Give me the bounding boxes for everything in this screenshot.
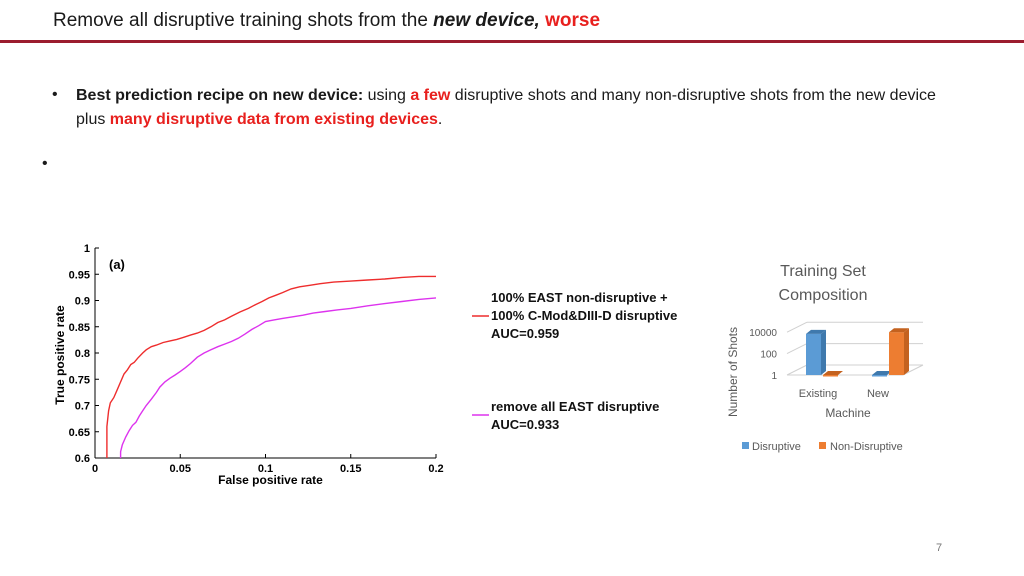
roc-y-tick-label: 0.9 bbox=[75, 296, 90, 308]
bullet-1-red-a: a few bbox=[410, 87, 451, 104]
legend-red-text: 100% EAST non-disruptive + 100% C-Mod&DI… bbox=[491, 289, 677, 343]
bar-grid-diag bbox=[786, 321, 808, 333]
bar-side-2-series-2 bbox=[904, 328, 909, 375]
roc-x-tick-label: 0.1 bbox=[258, 463, 273, 475]
legend-magenta-text: remove all EAST disruptive AUC=0.933 bbox=[491, 398, 659, 434]
roc-panel-label: (a) bbox=[109, 257, 125, 272]
legend-magenta-line-1: remove all EAST disruptive bbox=[491, 399, 660, 414]
bar-side-2-series-1 bbox=[887, 371, 892, 375]
bar-top-2-series-1 bbox=[872, 371, 892, 375]
roc-x-tick-label: 0.2 bbox=[428, 463, 443, 475]
roc-y-tick-label: 1 bbox=[84, 243, 90, 255]
bullet-marker-1: • bbox=[52, 86, 58, 103]
legend-red-line-3: AUC=0.959 bbox=[491, 326, 560, 341]
bar-top-1-series-1 bbox=[806, 329, 826, 334]
bullet-1-text-a: using bbox=[363, 87, 411, 104]
bar-y-tick-label: 1 bbox=[771, 371, 777, 382]
bar-grid-diag bbox=[786, 343, 808, 355]
roc-x-tick-label: 0.05 bbox=[170, 463, 191, 475]
legend-magenta-line-2: AUC=0.933 bbox=[491, 417, 560, 432]
roc-x-axis-label: False positive rate bbox=[218, 473, 323, 487]
roc-y-tick-label: 0.8 bbox=[75, 348, 90, 360]
roc-y-tick-label: 0.6 bbox=[75, 453, 90, 465]
roc-y-tick-label: 0.75 bbox=[69, 374, 90, 386]
bullet-1-red-b: many disruptive data from existing devic… bbox=[109, 111, 438, 128]
bar-top-1-series-2 bbox=[823, 371, 843, 375]
legend-red-line-1: 100% EAST non-disruptive + bbox=[491, 290, 668, 305]
bar-side-1-series-2 bbox=[838, 371, 843, 375]
bar-2-series-2 bbox=[889, 332, 904, 375]
bar-top-2-series-2 bbox=[889, 328, 909, 333]
roc-series-line-2 bbox=[119, 297, 437, 458]
title-red: worse bbox=[539, 10, 601, 31]
roc-x-tick-label: 0 bbox=[92, 463, 98, 475]
title-divider bbox=[0, 40, 1024, 43]
roc-y-axis-label: True positive rate bbox=[53, 305, 67, 405]
legend-non-disruptive-label: Non-Disruptive bbox=[830, 441, 903, 453]
bar-chart-title-line-2: Composition bbox=[779, 287, 868, 304]
roc-y-tick-label: 0.85 bbox=[69, 322, 90, 334]
bar-floor-side bbox=[902, 364, 924, 376]
bar-side-1-series-1 bbox=[821, 329, 826, 375]
roc-y-tick-label: 0.7 bbox=[75, 401, 90, 413]
bullet-1: Best prediction recipe on new device: us… bbox=[76, 84, 936, 132]
bullet-1-text-c: . bbox=[437, 111, 443, 128]
bar-chart-title-line-1: Training Set bbox=[780, 263, 866, 280]
bar-y-axis-label: Number of Shots bbox=[726, 327, 740, 417]
title-prefix: Remove all disruptive training shots fro… bbox=[53, 10, 434, 31]
bar-1-series-1 bbox=[806, 333, 821, 375]
roc-x-tick-label: 0.15 bbox=[340, 463, 361, 475]
roc-series-line-1 bbox=[106, 275, 436, 458]
page-number: 7 bbox=[936, 542, 943, 554]
bullet-1-text-b: disruptive shots and many non-disruptive… bbox=[76, 87, 936, 128]
roc-y-tick-label: 0.65 bbox=[69, 427, 90, 439]
title-emphasis: new device, bbox=[433, 10, 540, 31]
bar-y-tick-label: 100 bbox=[760, 350, 777, 361]
bullet-1-bold: Best prediction recipe on new device: bbox=[76, 87, 364, 104]
roc-y-tick-label: 0.95 bbox=[69, 269, 90, 281]
bullet-marker-2: • bbox=[42, 155, 48, 172]
bar-category-label: Existing bbox=[799, 388, 838, 400]
legend-red-line-2: 100% C-Mod&DIII-D disruptive bbox=[491, 308, 678, 323]
legend-non-disruptive-swatch bbox=[819, 442, 826, 449]
bar-1-series-2 bbox=[823, 375, 838, 377]
bar-y-tick-label: 10000 bbox=[749, 328, 777, 339]
bar-category-label: New bbox=[867, 388, 889, 400]
legend-disruptive-swatch bbox=[742, 442, 749, 449]
slide-title: Remove all disruptive training shots fro… bbox=[53, 10, 600, 32]
bar-x-axis-label: Machine bbox=[825, 406, 871, 420]
bar-2-series-1 bbox=[872, 375, 887, 377]
legend-disruptive-label: Disruptive bbox=[752, 441, 801, 453]
bar-grid-diag bbox=[786, 364, 808, 376]
